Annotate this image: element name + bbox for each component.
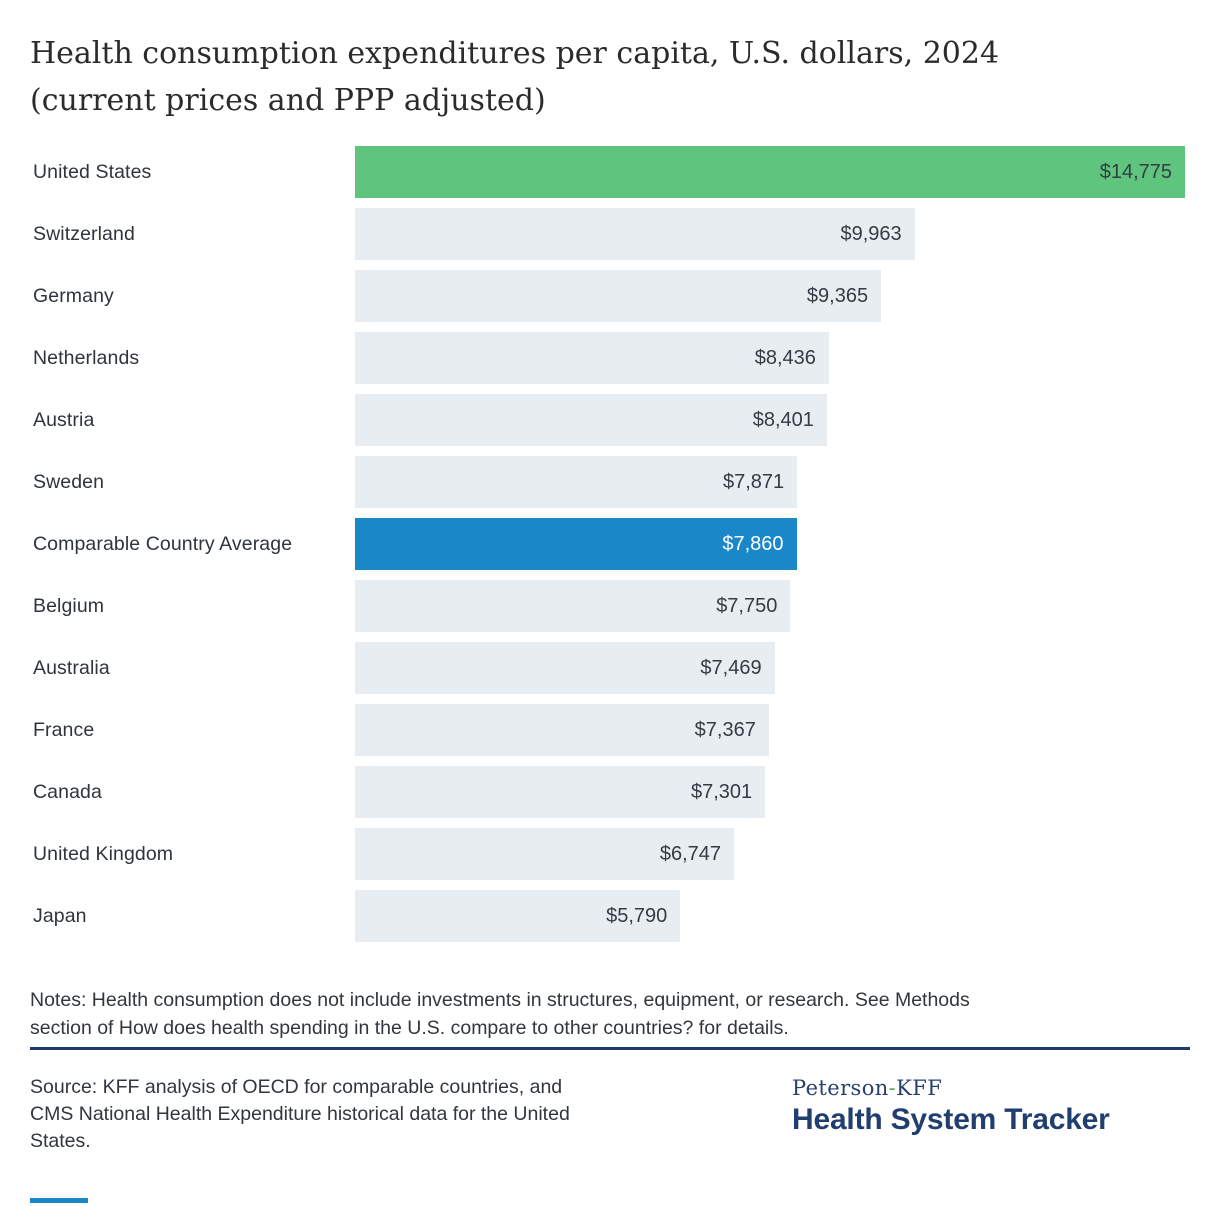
value-label: $6,747 (659, 842, 722, 865)
brand-health-system-tracker: Health System Tracker (792, 1103, 1110, 1136)
bar-track: $9,365 (355, 270, 1185, 322)
bar-france: $7,367 (355, 704, 769, 756)
bottom-accent-line (30, 1198, 88, 1203)
country-label: Comparable Country Average (33, 532, 293, 555)
bar-canada: $7,301 (355, 766, 766, 818)
bar-row: Sweden $7,871 (0, 456, 1220, 508)
value-label: $5,790 (606, 904, 668, 927)
bar-australia: $7,469 (355, 642, 775, 694)
bar-switzerland: $9,963 (355, 208, 915, 260)
bar-united-states: $14,775 (355, 146, 1185, 198)
bar-sweden: $7,871 (355, 456, 798, 508)
value-label: $7,469 (700, 656, 762, 679)
country-label: Austria (33, 408, 95, 431)
bar-track: $7,750 (355, 580, 1185, 632)
bar-row: Netherlands $8,436 (0, 332, 1220, 384)
bar-united-kingdom: $6,747 (355, 828, 735, 880)
bar-germany: $9,365 (355, 270, 882, 322)
value-label: $14,775 (1099, 160, 1172, 183)
bar-japan: $5,790 (355, 890, 681, 942)
value-label: $7,860 (722, 532, 784, 555)
country-label: Sweden (33, 470, 105, 493)
notes-line-1: Notes: Health consumption does not inclu… (30, 989, 970, 1011)
brand-hyphen: - (888, 1076, 897, 1100)
bar-comparable-country-average: $7,860 (355, 518, 797, 570)
bar-austria: $8,401 (355, 394, 827, 446)
bar-row: Japan $5,790 (0, 890, 1220, 942)
brand-peterson: Peterson (792, 1076, 889, 1100)
bar-track: $7,871 (355, 456, 1185, 508)
country-label: Switzerland (33, 222, 135, 245)
country-label: Germany (33, 284, 114, 307)
value-label: $8,401 (752, 408, 814, 431)
bar-track: $7,301 (355, 766, 1185, 818)
country-label: United Kingdom (33, 842, 174, 865)
brand-kff: KFF (896, 1076, 943, 1100)
bar-row: Australia $7,469 (0, 642, 1220, 694)
bar-row: Austria $8,401 (0, 394, 1220, 446)
bar-belgium: $7,750 (355, 580, 791, 632)
value-label: $9,963 (840, 222, 902, 245)
value-label: $7,871 (722, 470, 785, 493)
country-label: Netherlands (33, 346, 140, 369)
value-label: $8,436 (754, 346, 816, 369)
source-line-2: CMS National Health Expenditure historic… (30, 1103, 570, 1125)
bar-track: $8,436 (355, 332, 1185, 384)
chart-title-line-2: (current prices and PPP adjusted) (30, 83, 546, 118)
country-label: Japan (33, 904, 87, 927)
bar-row: Belgium $7,750 (0, 580, 1220, 632)
bar-track: $7,860 (355, 518, 1185, 570)
bar-row: France $7,367 (0, 704, 1220, 756)
chart-title: Health consumption expenditures per capi… (30, 30, 999, 124)
country-label: Australia (33, 656, 110, 679)
source-line-3: States. (30, 1130, 91, 1152)
country-label: France (33, 718, 95, 741)
bar-row: United States $14,775 (0, 146, 1220, 198)
value-label: $7,301 (690, 780, 753, 803)
bar-row: Switzerland $9,963 (0, 208, 1220, 260)
country-label: United States (33, 160, 152, 183)
bar-track: $5,790 (355, 890, 1185, 942)
bar-chart: United States $14,775 Switzerland $9,963 Ger… (0, 146, 1220, 952)
divider-line (30, 1047, 1190, 1050)
source-text: Source: KFF analysis of OECD for compara… (30, 1074, 570, 1155)
bar-track: $14,775 (355, 146, 1185, 198)
bar-track: $6,747 (355, 828, 1185, 880)
notes-text: Notes: Health consumption does not inclu… (30, 986, 970, 1042)
bar-netherlands: $8,436 (355, 332, 829, 384)
bar-row: Comparable Country Average $7,860 (0, 518, 1220, 570)
country-label: Canada (33, 780, 102, 803)
value-label: $9,365 (806, 284, 869, 307)
bar-track: $8,401 (355, 394, 1185, 446)
bar-track: $7,469 (355, 642, 1185, 694)
value-label: $7,750 (716, 594, 778, 617)
bar-row: United Kingdom $6,747 (0, 828, 1220, 880)
source-line-1: Source: KFF analysis of OECD for compara… (30, 1076, 563, 1098)
brand-peterson-kff: Peterson-KFF (792, 1076, 1110, 1100)
country-label: Belgium (33, 594, 105, 617)
bar-track: $7,367 (355, 704, 1185, 756)
bar-row: Canada $7,301 (0, 766, 1220, 818)
value-label: $7,367 (694, 718, 756, 741)
bar-track: $9,963 (355, 208, 1185, 260)
notes-line-2: section of How does health spending in t… (30, 1017, 789, 1039)
bar-row: Germany $9,365 (0, 270, 1220, 322)
chart-title-line-1: Health consumption expenditures per capi… (30, 36, 1000, 71)
brand-logo: Peterson-KFF Health System Tracker (792, 1076, 1110, 1137)
